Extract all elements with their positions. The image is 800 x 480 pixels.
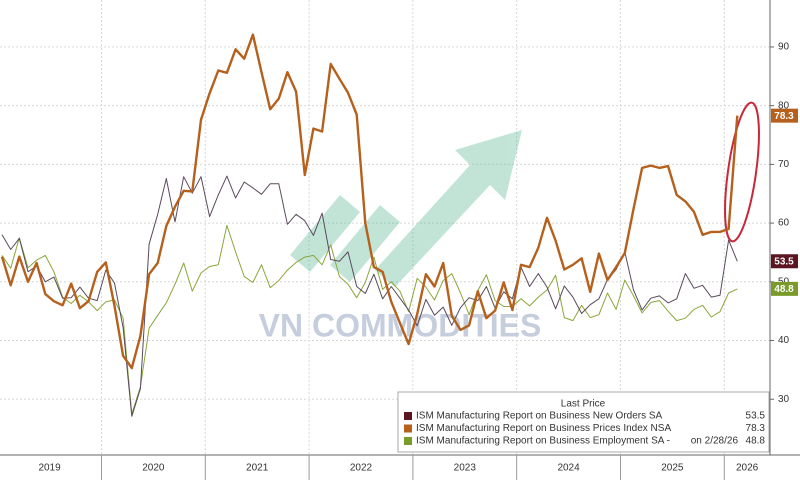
x-tick-label: 2019: [38, 463, 61, 474]
y-tick-label: 80: [778, 100, 790, 111]
legend-title: Last Price: [561, 399, 606, 410]
legend-swatch: [404, 412, 412, 420]
y-tick-label: 40: [778, 335, 790, 346]
x-tick-label: 2021: [246, 463, 269, 474]
legend-date: on 2/28/26: [691, 436, 739, 447]
last-value-box: [771, 254, 798, 269]
last-value-label: 53.5: [774, 256, 794, 267]
last-value-box: [771, 281, 798, 296]
legend-label: ISM Manufacturing Report on Business New…: [416, 411, 663, 422]
legend-label: ISM Manufacturing Report on Business Emp…: [416, 436, 670, 447]
x-tick-label: 2022: [350, 463, 373, 474]
series-line: [1, 224, 738, 415]
highlight-ellipse: [724, 101, 760, 243]
legend-label: ISM Manufacturing Report on Business Pri…: [416, 423, 671, 434]
legend-value: 53.5: [746, 411, 766, 422]
last-value-label: 48.8: [774, 284, 794, 295]
legend-value: 78.3: [746, 423, 766, 434]
x-tick-label: 2020: [142, 463, 165, 474]
y-tick-label: 60: [778, 218, 790, 229]
last-value-box: [771, 108, 798, 123]
series-line: [0, 33, 739, 370]
legend-swatch: [404, 437, 412, 445]
y-tick-label: 90: [778, 42, 790, 53]
legend-swatch: [404, 424, 412, 433]
last-value-label: 78.3: [774, 111, 794, 122]
legend-value: 48.8: [746, 436, 766, 447]
watermark-logo: [290, 130, 522, 287]
x-tick-label: 2024: [557, 463, 580, 474]
x-tick-label: 2026: [736, 463, 759, 474]
x-tick-label: 2025: [661, 463, 684, 474]
y-tick-label: 70: [778, 159, 790, 170]
y-tick-label: 30: [778, 394, 790, 405]
legend-box: [397, 391, 770, 453]
x-tick-label: 2023: [454, 463, 477, 474]
